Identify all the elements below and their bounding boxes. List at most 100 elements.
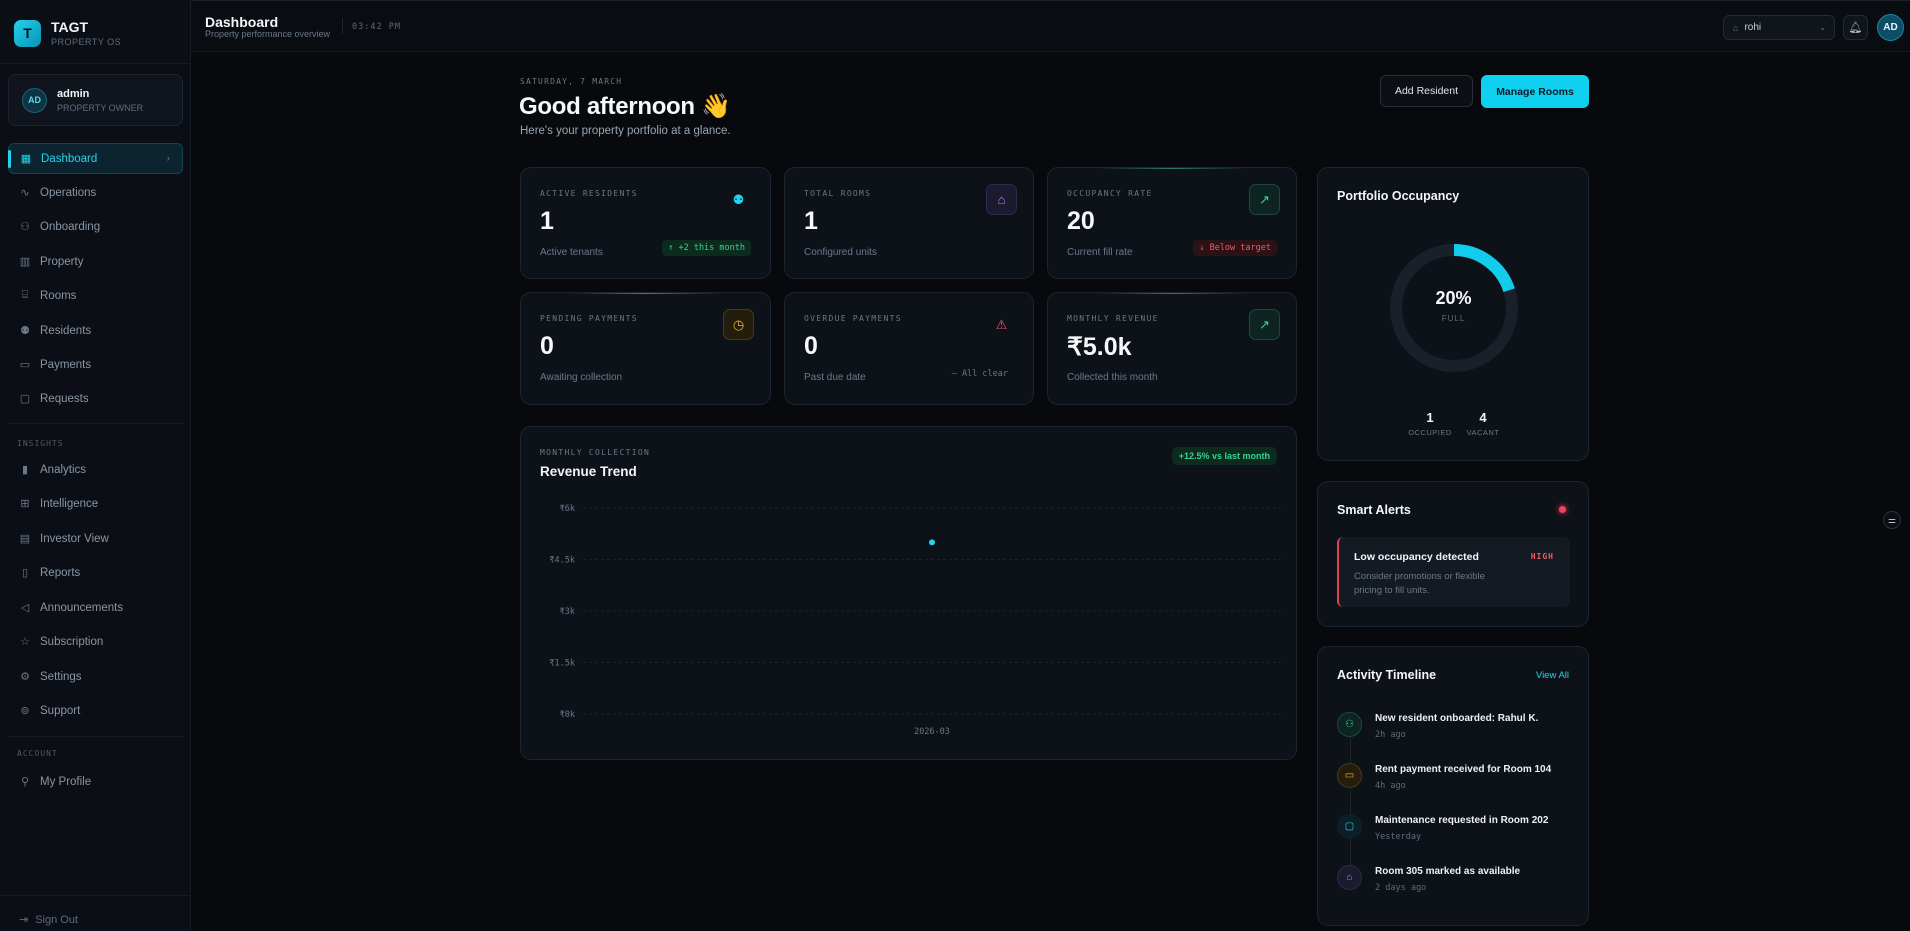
building-icon: ▥: [19, 256, 31, 268]
sidebar-item-property[interactable]: ▥ Property: [8, 246, 183, 277]
home-icon: ⌂: [1733, 22, 1739, 33]
manage-rooms-button[interactable]: Manage Rooms: [1481, 75, 1589, 108]
stat-caption: Active tenants: [540, 247, 603, 258]
sidebar-item-support[interactable]: ⊚ Support: [8, 695, 183, 726]
brand[interactable]: T TAGT PROPERTY OS: [14, 19, 121, 47]
view-all-link[interactable]: View All: [1535, 670, 1569, 681]
greeting-subtitle: Here's your property portfolio at a glan…: [520, 125, 731, 137]
sidebar-item-onboarding[interactable]: ⚇ Onboarding: [8, 211, 183, 242]
sidebar-item-label: Reports: [40, 566, 81, 579]
sidebar-item-investor-view[interactable]: ▤ Investor View: [8, 523, 183, 554]
sidebar-item-residents[interactable]: ⚉ Residents: [8, 315, 183, 346]
user-card[interactable]: AD admin PROPERTY OWNER: [8, 74, 183, 126]
notifications-button[interactable]: 🔔︎: [1843, 15, 1868, 40]
sliders-icon[interactable]: ⚌: [1883, 511, 1901, 529]
greeting-title: Good afternoon 👋: [519, 93, 731, 120]
sidebar-item-dashboard[interactable]: ▦ Dashboard ›: [8, 143, 183, 174]
y-tick-label: ₹6k: [560, 504, 575, 514]
revenue-chart: ₹0k ₹1.5k ₹3k ₹4.5k ₹6k 2026-03: [549, 504, 1281, 737]
lifebuoy-icon: ⊚: [20, 705, 30, 717]
stat-value: 0: [804, 332, 818, 360]
header-avatar[interactable]: AD: [1877, 14, 1904, 41]
grid-icon: ▦: [20, 153, 32, 165]
sidebar-item-analytics[interactable]: ▮ Analytics: [8, 454, 183, 485]
sidebar-item-label: Investor View: [40, 532, 109, 545]
sidebar-item-reports[interactable]: ▯ Reports: [8, 557, 183, 588]
sidebar-item-requests[interactable]: ▢ Requests: [8, 383, 183, 414]
sign-out-label: Sign Out: [35, 913, 79, 926]
revenue-trend-card: MONTHLY COLLECTION Revenue Trend +12.5% …: [520, 426, 1297, 760]
timeline-text: Maintenance requested in Room 202: [1375, 815, 1549, 826]
user-plus-icon: ⚇: [1337, 712, 1362, 737]
page-subtitle: Property performance overview: [205, 29, 331, 39]
stat-value: 0: [540, 332, 554, 360]
sidebar-item-label: Property: [40, 255, 84, 268]
timeline-item[interactable]: ⚇ New resident onboarded: Rahul K. 2h ag…: [1337, 712, 1577, 752]
sidebar-item-operations[interactable]: ∿ Operations: [8, 177, 183, 208]
data-point[interactable]: [929, 539, 935, 546]
timeline-time: 2h ago: [1375, 730, 1406, 740]
stat-card-pending-payments[interactable]: PENDING PAYMENTS 0 Awaiting collection ◷: [520, 292, 771, 405]
revenue-title: Revenue Trend: [540, 464, 637, 479]
stat-value: 1: [804, 207, 818, 235]
stat-value: 20: [1067, 207, 1095, 235]
trend-up-icon: ↗: [1249, 184, 1280, 215]
alert-indicator-dot: [1559, 506, 1566, 513]
sidebar-item-intelligence[interactable]: ⊞ Intelligence: [8, 488, 183, 519]
sidebar-item-payments[interactable]: ▭ Payments: [8, 349, 183, 380]
sidebar-item-rooms[interactable]: ⌸ Rooms: [8, 280, 183, 311]
vacant-stat: 4 VACANT: [1453, 410, 1513, 437]
sign-out-button[interactable]: ⇥ Sign Out: [19, 913, 79, 927]
stat-caption: Past due date: [804, 372, 866, 383]
sidebar-item-subscription[interactable]: ☆ Subscription: [8, 626, 183, 657]
donut-arc: [1390, 244, 1518, 372]
stat-caption: Collected this month: [1067, 372, 1158, 383]
stat-card-monthly-revenue[interactable]: MONTHLY REVENUE ₹5.0k Collected this mon…: [1047, 292, 1297, 405]
cpu-icon: ⊞: [20, 498, 30, 510]
property-select[interactable]: ⌂ rohi ⌄: [1723, 15, 1835, 40]
revenue-label: MONTHLY COLLECTION: [540, 448, 651, 457]
stat-label: OVERDUE PAYMENTS: [804, 314, 902, 323]
sidebar-item-my-profile[interactable]: ⚲ My Profile: [8, 766, 183, 797]
stat-badge: ↑ +2 this month: [662, 240, 751, 256]
property-select-value: rohi: [1744, 22, 1762, 33]
message-icon: ▢: [1337, 814, 1362, 839]
users-icon: ⚉: [732, 191, 745, 207]
timeline-item[interactable]: ⌂ Room 305 marked as available 2 days ag…: [1337, 865, 1577, 905]
stat-label: MONTHLY REVENUE: [1067, 314, 1159, 323]
sidebar-item-label: Residents: [40, 324, 92, 337]
users-icon: ⚉: [20, 325, 30, 337]
occupancy-full-label: FULL: [1441, 314, 1466, 323]
stat-caption: Configured units: [804, 247, 877, 258]
sidebar-divider: [8, 736, 183, 737]
sidebar-item-label: Dashboard: [41, 152, 98, 165]
y-tick-label: ₹4.5k: [549, 556, 575, 566]
timeline-text: New resident onboarded: Rahul K.: [1375, 713, 1539, 724]
trend-up-icon: ↗: [1249, 309, 1280, 340]
stat-card-occupancy-rate[interactable]: OCCUPANCY RATE 20 Current fill rate ↗ ↓ …: [1047, 167, 1297, 279]
timeline-text: Rent payment received for Room 104: [1375, 764, 1552, 775]
y-tick-label: ₹1.5k: [549, 659, 575, 669]
star-icon: ☆: [20, 636, 30, 648]
stat-card-active-residents[interactable]: ACTIVE RESIDENTS 1 Active tenants ⚉ ↑ +2…: [520, 167, 771, 279]
sidebar-item-label: Onboarding: [40, 220, 101, 233]
stat-card-total-rooms[interactable]: TOTAL ROOMS 1 Configured units ⌂: [784, 167, 1034, 279]
header-separator: [342, 18, 343, 34]
sidebar-item-settings[interactable]: ⚙ Settings: [8, 661, 183, 692]
home-icon: ⌂: [986, 184, 1017, 215]
sidebar-item-label: Settings: [40, 670, 82, 683]
alert-description: Consider promotions or flexible pricing …: [1354, 571, 1485, 596]
revenue-change-badge: +12.5% vs last month: [1171, 447, 1277, 465]
alert-item[interactable]: Low occupancy detected HIGH Consider pro…: [1337, 537, 1570, 607]
clock-icon: ◷: [723, 309, 754, 340]
add-resident-button[interactable]: Add Resident: [1380, 75, 1473, 107]
timeline-item[interactable]: ▭ Rent payment received for Room 104 4h …: [1337, 763, 1577, 803]
stat-card-overdue-payments[interactable]: OVERDUE PAYMENTS 0 Past due date ⚠ — All…: [784, 292, 1034, 405]
megaphone-icon: ◁: [20, 602, 30, 614]
sidebar-item-label: Requests: [40, 392, 89, 405]
occupancy-donut: [1390, 244, 1518, 372]
timeline-item[interactable]: ▢ Maintenance requested in Room 202 Yest…: [1337, 814, 1577, 854]
sidebar-item-announcements[interactable]: ◁ Announcements: [8, 592, 183, 623]
brand-divider: [0, 63, 191, 64]
